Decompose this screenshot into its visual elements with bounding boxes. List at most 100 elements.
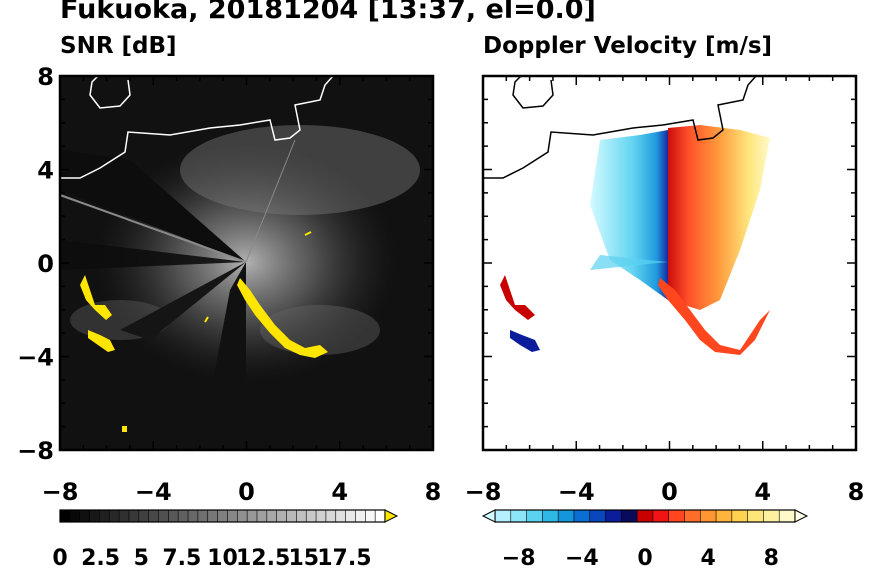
doppler-x-tick-label: 4 — [754, 478, 771, 506]
doppler-colorbar-underflow-arrow — [481, 509, 496, 523]
snr-colorbar-swatch — [305, 509, 317, 523]
doppler-colorbar-swatch — [573, 509, 591, 523]
snr-colorbar-tick-label: 12.5 — [236, 546, 290, 570]
doppler-low-level-jet — [590, 255, 668, 270]
snr-colorbar-overflow-arrow — [384, 509, 399, 523]
snr-x-tick-label: −4 — [135, 478, 172, 506]
doppler-x-tick-label: −4 — [558, 478, 595, 506]
snr-panel-title: SNR [dB] — [60, 33, 177, 59]
snr-colorbar-swatch — [365, 509, 376, 523]
snr-colorbar-swatch — [266, 509, 278, 523]
snr-blocked-sector-southwest — [120, 262, 246, 340]
doppler-colorbar-swatch — [731, 509, 749, 523]
snr-colorbar-swatch — [236, 509, 248, 523]
doppler-colorbar: −8 −4 0 4 8 — [481, 509, 809, 570]
snr-colorbar-swatch — [315, 509, 327, 523]
snr-colorbar-swatch — [168, 509, 179, 523]
doppler-x-tick-label: 0 — [661, 478, 678, 506]
doppler-colorbar-tick-label: 4 — [701, 546, 716, 570]
snr-ray-west — [60, 194, 247, 263]
snr-colorbar-swatch — [335, 509, 347, 523]
doppler-axes: −8 −4 0 4 8 — [465, 75, 865, 506]
snr-x-tick-label: −8 — [42, 478, 79, 506]
snr-colorbar-swatch — [286, 509, 298, 523]
snr-colorbar-tick-label: 2.5 — [81, 546, 120, 570]
doppler-colorbar-tick-label: 0 — [637, 546, 652, 570]
snr-colorbar-swatch — [187, 509, 199, 523]
doppler-x-tick-label: 8 — [848, 478, 865, 506]
snr-colorbar-swatch — [99, 509, 111, 523]
snr-blocked-sector-south — [200, 262, 246, 450]
snr-colorbar-swatch — [79, 509, 91, 523]
doppler-colorbar-swatch — [510, 509, 528, 523]
snr-colorbar-swatch — [256, 509, 268, 523]
snr-colorbar-swatch — [227, 509, 239, 523]
doppler-colorbar-swatch — [684, 509, 702, 523]
doppler-colorbar-swatch — [668, 509, 686, 523]
doppler-colorbar-swatch — [652, 509, 670, 523]
snr-colorbar-tick-label: 0 — [52, 546, 67, 570]
snr-colorbar-swatch — [276, 509, 288, 523]
snr-colorbar-tick-label: 5 — [134, 546, 149, 570]
snr-colorbar-swatch — [118, 509, 130, 523]
snr-y-tick-label: 0 — [37, 250, 54, 278]
snr-colorbar-swatch — [59, 509, 71, 523]
figure-title: Fukuoka, 20181204 [13:37, el=0.0] — [60, 0, 596, 25]
doppler-colorbar-swatch — [715, 509, 733, 523]
doppler-clutter-patch-1 — [500, 275, 535, 320]
doppler-colorbar-tick-label: −8 — [502, 546, 536, 570]
doppler-colorbar-swatch — [636, 509, 654, 523]
snr-overflow-patch-4 — [122, 426, 127, 432]
snr-colorbar-swatch — [207, 509, 219, 523]
snr-plot-area — [58, 74, 435, 452]
doppler-echo-field — [483, 76, 770, 355]
snr-colorbar-tick-label: 7.5 — [162, 546, 201, 570]
snr-overflow-patch-1 — [80, 275, 112, 320]
snr-colorbar-swatch — [296, 509, 308, 523]
doppler-colorbar-swatch — [778, 509, 796, 523]
snr-colorbar-swatch — [197, 509, 209, 523]
snr-x-tick-label: 8 — [425, 478, 442, 506]
snr-colorbar-swatch — [345, 509, 357, 523]
snr-overflow-speck-1 — [304, 231, 312, 236]
snr-colorbar-swatch — [177, 509, 189, 523]
snr-colorbar-swatch — [108, 509, 120, 523]
doppler-clutter-patch-2 — [510, 330, 540, 352]
doppler-colorbar-swatch — [621, 509, 638, 523]
snr-axes: −8 −4 0 4 8 8 4 0 −4 −8 — [17, 63, 441, 506]
snr-colorbar-swatch — [138, 509, 150, 523]
snr-y-tick-label: −4 — [17, 344, 54, 372]
snr-colorbar-tick-label: 17.5 — [317, 546, 371, 570]
snr-colorbar-swatch — [158, 509, 170, 523]
snr-x-tick-label: 4 — [331, 478, 348, 506]
doppler-clutter-patch-3 — [658, 278, 770, 355]
snr-blocked-sector-north — [60, 150, 246, 262]
doppler-panel-title: Doppler Velocity [m/s] — [483, 33, 773, 59]
snr-colorbar-swatch — [374, 509, 386, 523]
doppler-colorbar-swatch — [526, 509, 544, 523]
snr-coastline — [60, 76, 334, 179]
doppler-receding-region — [668, 125, 770, 310]
doppler-colorbar-swatch — [557, 509, 575, 523]
doppler-colorbar-swatch — [605, 509, 623, 523]
snr-colorbar-swatch — [89, 509, 101, 523]
snr-colorbar-tick-label: 10 — [207, 546, 238, 570]
snr-echo-field — [60, 76, 420, 450]
snr-x-tick-label: 0 — [238, 478, 255, 506]
snr-coastline-island — [89, 76, 131, 109]
doppler-colorbar-tick-label: 8 — [764, 546, 779, 570]
doppler-colorbar-swatch — [763, 509, 781, 523]
doppler-colorbar-swatch — [589, 509, 607, 523]
doppler-colorbar-swatch — [699, 509, 717, 523]
snr-colorbar-swatch — [246, 509, 258, 523]
snr-overflow-patch-2 — [88, 330, 115, 352]
snr-colorbar-tick-label: 15 — [288, 546, 319, 570]
doppler-colorbar-swatch — [494, 509, 512, 523]
snr-ray-north — [245, 139, 296, 263]
doppler-colorbar-swatch — [747, 509, 765, 523]
doppler-coastline-island — [512, 76, 554, 109]
doppler-coastline — [483, 76, 757, 179]
snr-overflow-speck-2 — [204, 316, 209, 323]
snr-colorbar-swatch — [325, 509, 337, 523]
